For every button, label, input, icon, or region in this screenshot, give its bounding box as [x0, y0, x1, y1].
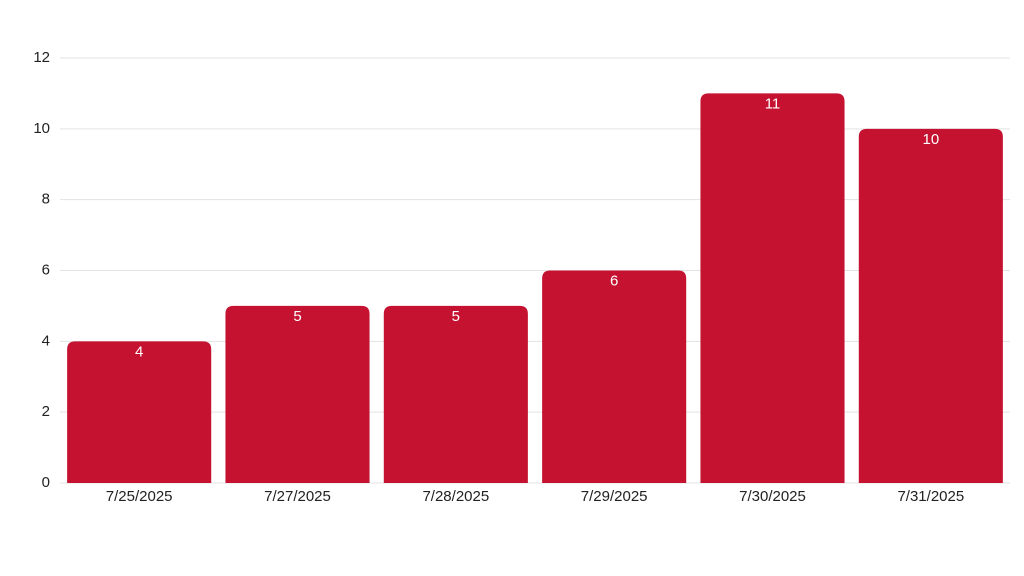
bar [858, 128, 1003, 484]
x-tick-label: 7/29/2025 [581, 488, 648, 505]
data-label: 5 [293, 308, 301, 325]
x-tick-label: 7/27/2025 [264, 488, 331, 505]
y-tick-label: 2 [42, 403, 50, 420]
bar [225, 305, 370, 483]
data-label: 4 [135, 343, 143, 360]
y-tick-label: 8 [42, 191, 50, 208]
data-label: 10 [922, 131, 939, 148]
y-tick-label: 6 [42, 261, 50, 278]
data-label: 5 [452, 308, 460, 325]
bar [67, 341, 212, 483]
x-tick-label: 7/25/2025 [106, 488, 173, 505]
data-label: 6 [610, 272, 618, 289]
data-label: 11 [765, 95, 781, 112]
y-tick-label: 12 [33, 49, 50, 66]
x-tick-label: 7/31/2025 [897, 488, 964, 505]
x-tick-label: 7/30/2025 [739, 488, 806, 505]
y-tick-label: 4 [42, 332, 50, 349]
bar [700, 93, 845, 484]
bar [383, 305, 528, 483]
x-tick-label: 7/28/2025 [422, 488, 489, 505]
y-tick-label: 10 [33, 120, 50, 137]
bar [542, 270, 687, 483]
y-tick-label: 0 [42, 474, 50, 491]
